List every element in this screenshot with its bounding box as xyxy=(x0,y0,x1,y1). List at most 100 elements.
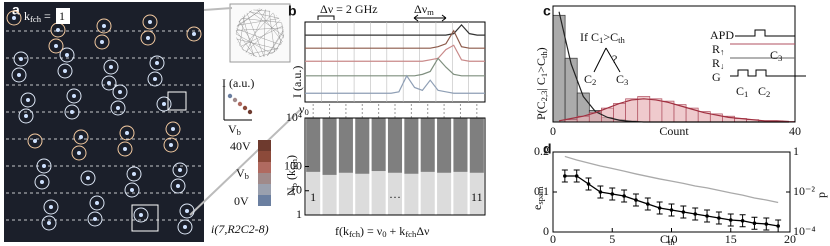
label-part: V xyxy=(228,122,237,136)
iv-dot xyxy=(227,93,233,99)
label-part: ) xyxy=(284,155,298,159)
ion-spot xyxy=(176,184,180,188)
label-part: th xyxy=(668,237,675,246)
label: Vb xyxy=(228,122,241,137)
label-part: C xyxy=(758,84,766,98)
ion-spot xyxy=(42,164,46,168)
point xyxy=(622,194,626,198)
point xyxy=(634,198,638,202)
point xyxy=(563,174,567,178)
ion-spot xyxy=(116,106,120,110)
ion-circle xyxy=(41,215,57,231)
spectrum-line xyxy=(305,29,485,49)
network-inset xyxy=(229,3,291,63)
label-part: ) xyxy=(534,47,548,51)
spectrum-line xyxy=(305,24,485,36)
bar-segment xyxy=(437,118,452,173)
ion-circle xyxy=(18,108,34,124)
ion-spot xyxy=(185,209,189,213)
ion-circle xyxy=(57,63,73,79)
label-part: th xyxy=(539,51,549,58)
network-edge xyxy=(267,29,284,57)
bar-label: ··· xyxy=(389,190,401,204)
label-part: b xyxy=(237,127,241,137)
label: R↓ xyxy=(712,56,724,71)
label-part: ) = ν xyxy=(360,224,383,238)
ion-spot xyxy=(192,32,196,36)
ion-circle xyxy=(119,125,135,141)
x-tick-label: 20 xyxy=(784,232,796,246)
ion-spot xyxy=(153,77,157,81)
plot-frame xyxy=(552,5,796,123)
point xyxy=(705,214,709,218)
colorbar-seg xyxy=(258,140,271,151)
ion-spot xyxy=(171,127,175,131)
point xyxy=(681,210,686,214)
label-part: | C xyxy=(534,77,548,90)
network-edge xyxy=(235,30,256,57)
bar-segment xyxy=(404,173,419,215)
label-part: C xyxy=(584,72,592,86)
bar-segment xyxy=(404,118,419,174)
ion-circle xyxy=(186,26,202,42)
ion-spot xyxy=(155,61,159,65)
ion-spot xyxy=(139,213,143,217)
network-edge xyxy=(236,27,284,31)
label: C2 xyxy=(758,84,770,99)
bar-segment xyxy=(338,118,353,173)
ion-spot xyxy=(86,176,90,180)
y2-tick-label: 10⁻⁴ xyxy=(793,224,816,238)
label-part: R xyxy=(712,42,720,56)
ion-circle xyxy=(170,178,186,194)
plot-frame xyxy=(304,21,486,103)
label: R↑ xyxy=(712,42,724,57)
label-part: spam xyxy=(535,186,545,204)
bar-segment xyxy=(338,172,353,215)
label: ν0 xyxy=(299,102,309,117)
label-part: Δν xyxy=(416,224,430,238)
ion-spot xyxy=(17,73,21,77)
bar-segment xyxy=(437,172,452,215)
label-part: th xyxy=(618,35,625,45)
ion-spot xyxy=(47,221,51,225)
network-edge xyxy=(237,8,263,26)
ion-circle xyxy=(87,211,103,227)
series-line xyxy=(564,175,779,227)
bar-segment xyxy=(371,118,386,172)
bracket xyxy=(317,15,335,20)
point xyxy=(693,212,697,216)
network-edge xyxy=(240,25,284,47)
ion-spot xyxy=(93,217,97,221)
ion-spot xyxy=(100,40,104,44)
ion-spot xyxy=(33,139,37,143)
hist-bar xyxy=(661,100,675,123)
annotation: ? xyxy=(612,52,617,66)
pulse xyxy=(730,69,806,77)
caption: i(7,R2C2-8) xyxy=(211,222,269,236)
label-part: R xyxy=(712,56,720,70)
ion-circle xyxy=(124,182,140,198)
ion-spot xyxy=(102,24,106,28)
y-tick-label: 10⁴ xyxy=(286,110,302,124)
label-part: k xyxy=(24,9,30,23)
label-part: ↓ xyxy=(720,61,724,71)
ion-spot xyxy=(54,44,58,48)
pulse xyxy=(735,29,795,37)
ion-spot xyxy=(49,205,53,209)
label-part: >C xyxy=(534,58,548,73)
bar-label: 1 xyxy=(310,190,316,204)
legend-text: APD xyxy=(710,28,734,42)
label-part: >C xyxy=(603,30,618,44)
y-tick-label: 10 xyxy=(290,183,302,197)
fit-line xyxy=(558,98,789,123)
bar-segment xyxy=(420,118,435,172)
ion-circle xyxy=(36,158,52,174)
point xyxy=(776,224,780,228)
iv-dot xyxy=(247,109,253,115)
ion-circle xyxy=(147,71,163,87)
label: C1 xyxy=(736,84,748,99)
network-edge xyxy=(256,9,283,42)
y2-axis-label: p xyxy=(814,192,828,198)
bar-segment xyxy=(371,171,386,215)
network-edge xyxy=(236,37,244,51)
